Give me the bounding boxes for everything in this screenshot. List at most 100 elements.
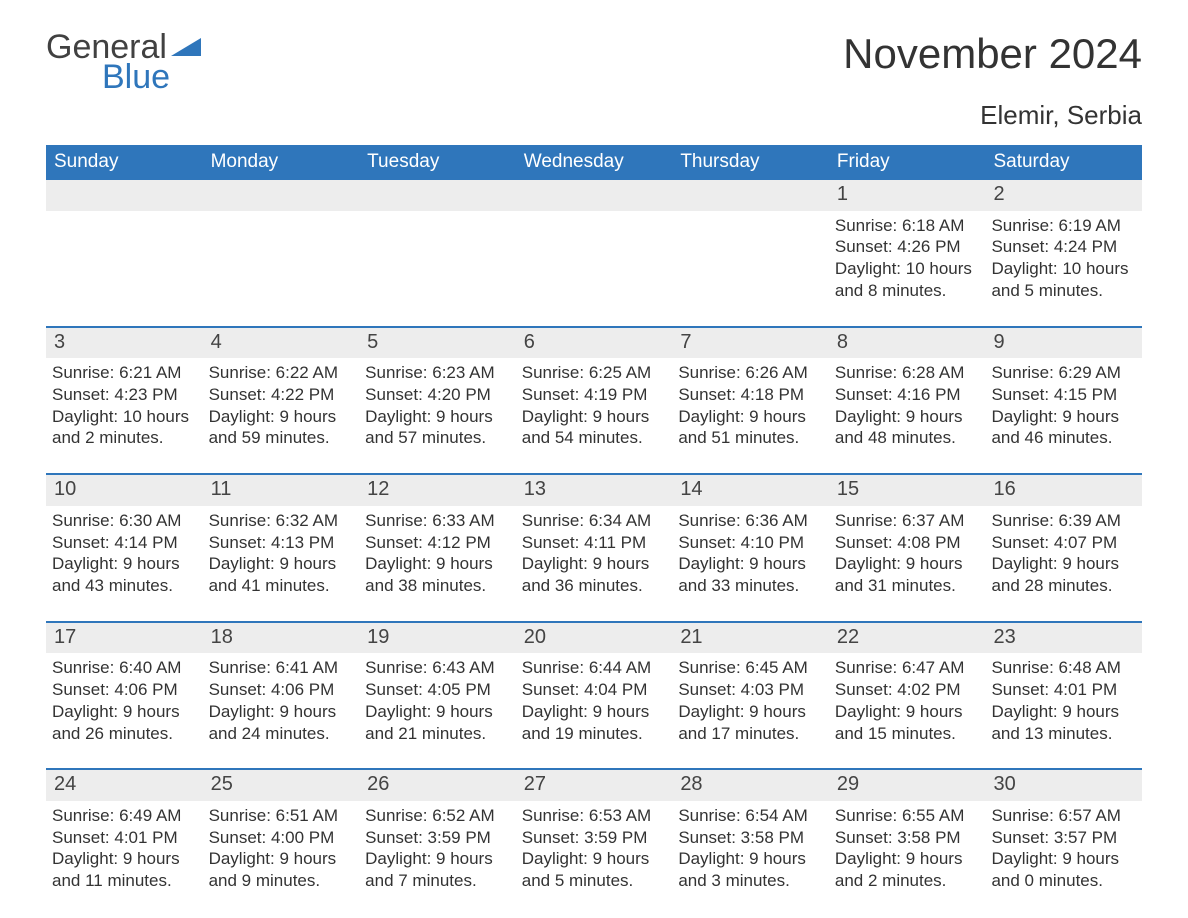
day-daylight1: Daylight: 9 hours	[522, 406, 667, 428]
day-daylight2: and 5 minutes.	[991, 280, 1136, 302]
day-number	[516, 180, 673, 211]
day-sunset: Sunset: 4:12 PM	[365, 532, 510, 554]
day-sunrise: Sunrise: 6:44 AM	[522, 657, 667, 679]
day-daylight2: and 26 minutes.	[52, 723, 197, 745]
weekday-header-cell: Saturday	[985, 145, 1142, 180]
day-sunrise: Sunrise: 6:57 AM	[991, 805, 1136, 827]
day-sunset: Sunset: 4:06 PM	[52, 679, 197, 701]
day-sunrise: Sunrise: 6:54 AM	[678, 805, 823, 827]
day-sunset: Sunset: 4:03 PM	[678, 679, 823, 701]
day-number: 4	[203, 328, 360, 359]
day-number: 26	[359, 770, 516, 801]
day-sunrise: Sunrise: 6:47 AM	[835, 657, 980, 679]
day-sunrise: Sunrise: 6:25 AM	[522, 362, 667, 384]
day-sunset: Sunset: 4:24 PM	[991, 236, 1136, 258]
day-daylight1: Daylight: 9 hours	[991, 406, 1136, 428]
day-daylight2: and 33 minutes.	[678, 575, 823, 597]
calendar-day-cell: 15Sunrise: 6:37 AMSunset: 4:08 PMDayligh…	[829, 475, 986, 603]
day-daylight1: Daylight: 9 hours	[52, 701, 197, 723]
day-daylight1: Daylight: 9 hours	[835, 701, 980, 723]
day-daylight2: and 3 minutes.	[678, 870, 823, 892]
day-number	[203, 180, 360, 211]
day-sunrise: Sunrise: 6:37 AM	[835, 510, 980, 532]
calendar: SundayMondayTuesdayWednesdayThursdayFrid…	[46, 145, 1142, 898]
day-number: 14	[672, 475, 829, 506]
day-number: 27	[516, 770, 673, 801]
day-sunset: Sunset: 4:00 PM	[209, 827, 354, 849]
day-sunrise: Sunrise: 6:33 AM	[365, 510, 510, 532]
weekday-header-cell: Tuesday	[359, 145, 516, 180]
day-daylight1: Daylight: 9 hours	[365, 406, 510, 428]
day-sunset: Sunset: 4:04 PM	[522, 679, 667, 701]
calendar-day-cell: 27Sunrise: 6:53 AMSunset: 3:59 PMDayligh…	[516, 770, 673, 898]
day-daylight1: Daylight: 9 hours	[678, 848, 823, 870]
day-sunset: Sunset: 4:07 PM	[991, 532, 1136, 554]
weekday-header-cell: Monday	[203, 145, 360, 180]
day-daylight2: and 11 minutes.	[52, 870, 197, 892]
logo-text-block: General Blue	[46, 30, 201, 94]
day-sunset: Sunset: 4:06 PM	[209, 679, 354, 701]
day-sunrise: Sunrise: 6:36 AM	[678, 510, 823, 532]
day-daylight2: and 24 minutes.	[209, 723, 354, 745]
day-daylight2: and 41 minutes.	[209, 575, 354, 597]
logo-word-blue: Blue	[102, 60, 201, 94]
day-number: 8	[829, 328, 986, 359]
day-number: 15	[829, 475, 986, 506]
calendar-day-cell: 8Sunrise: 6:28 AMSunset: 4:16 PMDaylight…	[829, 328, 986, 456]
day-number: 28	[672, 770, 829, 801]
day-daylight2: and 51 minutes.	[678, 427, 823, 449]
day-sunset: Sunset: 3:58 PM	[835, 827, 980, 849]
day-sunset: Sunset: 4:22 PM	[209, 384, 354, 406]
day-daylight1: Daylight: 9 hours	[365, 701, 510, 723]
day-sunset: Sunset: 3:58 PM	[678, 827, 823, 849]
calendar-week-row: 3Sunrise: 6:21 AMSunset: 4:23 PMDaylight…	[46, 326, 1142, 456]
day-daylight2: and 13 minutes.	[991, 723, 1136, 745]
calendar-day-cell	[46, 180, 203, 308]
day-number: 16	[985, 475, 1142, 506]
day-sunrise: Sunrise: 6:41 AM	[209, 657, 354, 679]
day-sunrise: Sunrise: 6:45 AM	[678, 657, 823, 679]
calendar-day-cell: 9Sunrise: 6:29 AMSunset: 4:15 PMDaylight…	[985, 328, 1142, 456]
day-sunrise: Sunrise: 6:52 AM	[365, 805, 510, 827]
calendar-week-row: 17Sunrise: 6:40 AMSunset: 4:06 PMDayligh…	[46, 621, 1142, 751]
calendar-day-cell: 3Sunrise: 6:21 AMSunset: 4:23 PMDaylight…	[46, 328, 203, 456]
day-number: 3	[46, 328, 203, 359]
day-number: 10	[46, 475, 203, 506]
day-sunset: Sunset: 4:26 PM	[835, 236, 980, 258]
day-daylight1: Daylight: 9 hours	[835, 848, 980, 870]
day-sunset: Sunset: 4:10 PM	[678, 532, 823, 554]
day-daylight1: Daylight: 9 hours	[52, 553, 197, 575]
day-daylight2: and 17 minutes.	[678, 723, 823, 745]
day-sunrise: Sunrise: 6:39 AM	[991, 510, 1136, 532]
day-sunrise: Sunrise: 6:29 AM	[991, 362, 1136, 384]
day-daylight1: Daylight: 9 hours	[991, 553, 1136, 575]
day-daylight1: Daylight: 9 hours	[365, 848, 510, 870]
day-sunrise: Sunrise: 6:32 AM	[209, 510, 354, 532]
day-sunset: Sunset: 4:16 PM	[835, 384, 980, 406]
day-sunrise: Sunrise: 6:18 AM	[835, 215, 980, 237]
calendar-day-cell: 25Sunrise: 6:51 AMSunset: 4:00 PMDayligh…	[203, 770, 360, 898]
day-number: 21	[672, 623, 829, 654]
day-number: 12	[359, 475, 516, 506]
day-sunset: Sunset: 4:02 PM	[835, 679, 980, 701]
day-daylight1: Daylight: 9 hours	[678, 406, 823, 428]
day-sunrise: Sunrise: 6:49 AM	[52, 805, 197, 827]
day-daylight2: and 5 minutes.	[522, 870, 667, 892]
triangle-icon	[171, 34, 201, 61]
day-number: 11	[203, 475, 360, 506]
day-daylight2: and 21 minutes.	[365, 723, 510, 745]
day-daylight2: and 2 minutes.	[52, 427, 197, 449]
weekday-header-cell: Wednesday	[516, 145, 673, 180]
day-daylight2: and 38 minutes.	[365, 575, 510, 597]
day-daylight1: Daylight: 9 hours	[522, 848, 667, 870]
day-sunrise: Sunrise: 6:53 AM	[522, 805, 667, 827]
calendar-day-cell	[359, 180, 516, 308]
day-number: 23	[985, 623, 1142, 654]
weekday-header-row: SundayMondayTuesdayWednesdayThursdayFrid…	[46, 145, 1142, 180]
day-sunrise: Sunrise: 6:22 AM	[209, 362, 354, 384]
day-sunrise: Sunrise: 6:55 AM	[835, 805, 980, 827]
day-daylight1: Daylight: 9 hours	[835, 553, 980, 575]
day-number: 18	[203, 623, 360, 654]
day-sunset: Sunset: 4:23 PM	[52, 384, 197, 406]
day-daylight2: and 59 minutes.	[209, 427, 354, 449]
